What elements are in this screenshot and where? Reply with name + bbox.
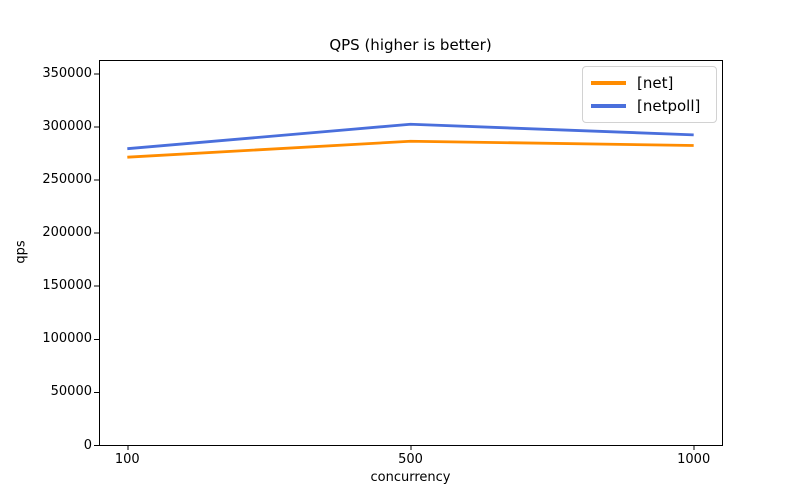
x-tick-label: 1000 xyxy=(677,452,711,467)
y-axis-label: qps xyxy=(13,240,29,264)
y-tick-label: 150000 xyxy=(42,278,92,294)
legend-line-netpoll-icon xyxy=(591,103,626,108)
legend-item-net: [net] xyxy=(591,74,708,92)
y-tick-label: 100000 xyxy=(42,331,92,347)
x-tick-label: 100 xyxy=(114,452,140,467)
y-tick-label: 300000 xyxy=(42,118,92,134)
series-line-net xyxy=(127,139,694,159)
chart-title: QPS (higher is better) xyxy=(329,36,492,54)
x-tick-label: 500 xyxy=(398,452,423,467)
y-tick-label: 350000 xyxy=(42,65,92,81)
y-tick-label: 50000 xyxy=(50,384,92,400)
y-tick-label: 0 xyxy=(83,437,92,453)
legend-label-netpoll: [netpoll] xyxy=(637,96,701,115)
legend-item-netpoll: [netpoll] xyxy=(591,97,708,115)
x-axis-label: concurrency xyxy=(370,470,451,485)
series-line-netpoll xyxy=(127,122,694,151)
y-tick-label: 250000 xyxy=(42,171,92,187)
y-tick-label: 200000 xyxy=(42,225,92,241)
legend-label-net: [net] xyxy=(637,74,674,93)
legend-line-net-icon xyxy=(591,81,626,86)
legend: [net] [netpoll] xyxy=(582,66,717,123)
